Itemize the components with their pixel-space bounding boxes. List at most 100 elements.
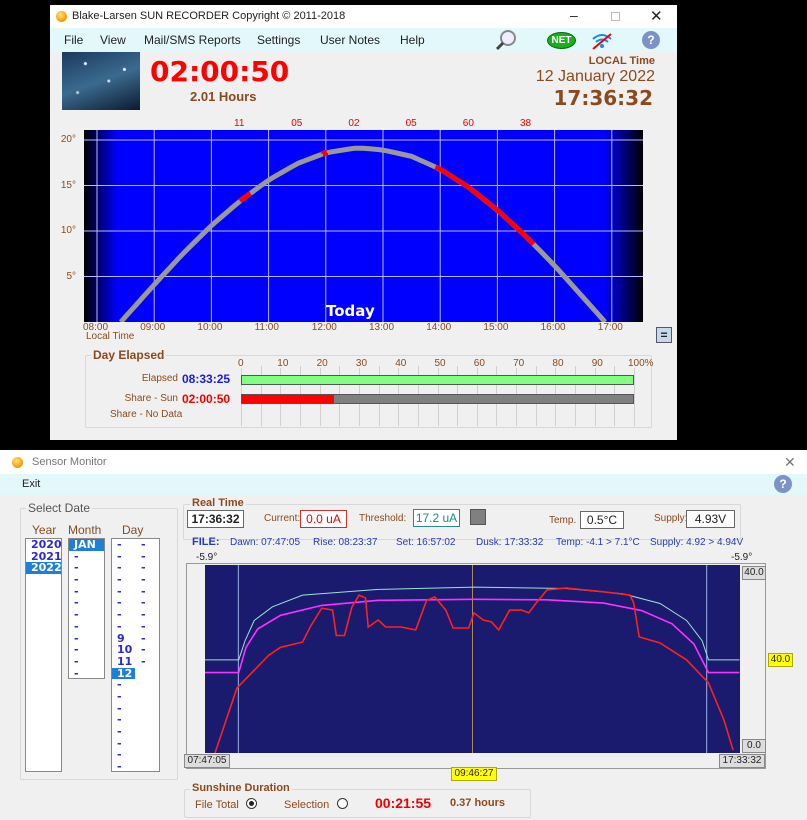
list-item[interactable]: - — [141, 654, 146, 668]
help-icon[interactable]: ? — [642, 31, 660, 49]
threshold-value[interactable]: 17.2 uA — [413, 509, 460, 527]
list-item[interactable]: - — [117, 713, 122, 727]
sensor-chart[interactable] — [205, 565, 740, 753]
list-item[interactable]: - — [141, 631, 146, 645]
scale-gridline — [634, 368, 635, 426]
share-nodata-label: Share - No Data — [110, 409, 183, 420]
status-indicator — [470, 509, 486, 525]
list-item[interactable]: - — [141, 573, 146, 587]
y-tick-label: 5° — [66, 270, 76, 282]
day-list[interactable]: - - - - - - - -9 10 11 12- - - - - - - - ----------- — [111, 538, 160, 772]
list-item[interactable]: - — [74, 608, 79, 622]
menu-settings[interactable]: Settings — [257, 33, 301, 47]
window-title: Blake-Larsen SUN RECORDER Copyright © 20… — [72, 10, 346, 22]
list-item[interactable]: - — [117, 561, 122, 575]
day-header: Day — [122, 523, 144, 537]
list-item[interactable]: - — [74, 549, 79, 563]
list-item[interactable]: - — [117, 549, 122, 563]
hourly-minutes-label: 02 — [348, 118, 360, 129]
list-item[interactable]: - — [141, 596, 146, 610]
list-item[interactable]: - — [117, 701, 122, 715]
list-item[interactable]: - — [141, 549, 146, 563]
list-item[interactable]: - — [117, 538, 122, 551]
list-item[interactable]: - — [74, 631, 79, 645]
menu-view[interactable]: View — [100, 33, 126, 47]
selection-radio[interactable] — [337, 798, 348, 809]
month-header: Month — [68, 523, 102, 537]
list-item[interactable]: JAN — [69, 539, 104, 551]
list-item[interactable]: - — [141, 538, 146, 551]
wifi-off-icon[interactable] — [590, 30, 614, 50]
minimize-button[interactable]: – — [570, 7, 578, 23]
menu-exit[interactable]: Exit — [22, 478, 41, 490]
list-item[interactable]: - — [117, 584, 122, 598]
marker-level-label[interactable]: 40.0 — [768, 653, 793, 667]
list-item[interactable]: 2022 — [26, 562, 62, 575]
sun-x-axis: 08:00 09:00 10:00 11:00 12:00 13:00 14:00 15:00… — [50, 322, 677, 336]
menu-user-notes[interactable]: User Notes — [320, 33, 381, 47]
maximize-button[interactable] — [611, 12, 620, 21]
file-total-radio[interactable] — [246, 798, 257, 809]
list-item[interactable]: - — [117, 736, 122, 750]
list-item[interactable]: 9 — [117, 631, 125, 645]
selection-label: Selection — [284, 799, 330, 811]
scale-label: 90 — [591, 358, 603, 369]
list-item[interactable]: - — [117, 760, 122, 774]
list-item[interactable]: - — [141, 608, 146, 622]
share-sun-bar — [241, 394, 634, 404]
list-item[interactable]: - — [117, 748, 122, 762]
sensor-help-icon[interactable]: ? — [774, 475, 792, 493]
list-item[interactable]: - — [74, 666, 79, 680]
net-icon[interactable]: NET — [547, 32, 576, 49]
select-date-group — [20, 508, 178, 780]
list-item[interactable]: 2020 — [31, 538, 62, 551]
menu-help[interactable]: Help — [400, 33, 425, 47]
sensor-menu-bar: Exit ? — [0, 474, 807, 495]
hourly-minutes-label: 60 — [462, 118, 474, 129]
list-item[interactable]: - — [117, 725, 122, 738]
list-item[interactable]: - — [74, 573, 79, 587]
list-item[interactable]: - — [74, 561, 79, 575]
year-list[interactable]: 2020 2021 2022 — [25, 538, 62, 772]
equals-button[interactable]: = — [656, 327, 672, 343]
sensor-close-button[interactable]: ✕ — [784, 454, 796, 470]
sunshine-segment — [320, 150, 329, 157]
list-item[interactable]: 12 — [112, 667, 135, 680]
current-clock: 17:36:32 — [553, 86, 654, 110]
sky-background — [84, 130, 643, 322]
current-label: Current: — [264, 513, 301, 524]
list-item[interactable]: 10 — [117, 643, 133, 657]
list-item[interactable]: 11 — [117, 654, 133, 668]
scale-label: 70 — [513, 358, 525, 369]
list-item[interactable]: - — [141, 584, 146, 598]
menu-mail-sms-reports[interactable]: Mail/SMS Reports — [144, 33, 241, 47]
list-item[interactable]: - — [141, 643, 146, 657]
list-item[interactable]: - — [74, 654, 79, 668]
list-item[interactable]: - — [117, 596, 122, 610]
supply-value: 4.93V — [686, 510, 735, 528]
list-item[interactable]: - — [74, 584, 79, 598]
list-item[interactable]: - — [141, 619, 146, 633]
menu-file[interactable]: File — [64, 33, 84, 47]
month-list[interactable]: JAN - - - - - - - - - - - — [68, 538, 105, 679]
list-item[interactable]: - — [74, 596, 79, 610]
list-item[interactable]: 2021 — [31, 549, 62, 563]
y-top-label: 40.0 — [742, 566, 766, 580]
list-item[interactable]: - — [74, 643, 79, 657]
list-item[interactable]: - — [117, 619, 122, 633]
real-time-title: Real Time — [190, 497, 246, 509]
select-date-title: Select Date — [26, 501, 93, 515]
list-item[interactable]: - — [117, 608, 122, 622]
current-value: 0.0 uA — [300, 510, 347, 528]
close-button[interactable]: ✕ — [650, 8, 663, 25]
threshold-series — [205, 598, 740, 674]
list-item[interactable]: - — [117, 678, 122, 692]
list-item[interactable]: - — [117, 573, 122, 587]
sunshine-segment — [238, 191, 253, 203]
scale-label: 20 — [316, 358, 328, 369]
file-rise: Rise: 08:23:37 — [313, 537, 378, 548]
search-icon[interactable] — [494, 29, 518, 51]
list-item[interactable]: - — [74, 619, 79, 633]
list-item[interactable]: - — [141, 561, 146, 575]
list-item[interactable]: - — [117, 689, 122, 703]
